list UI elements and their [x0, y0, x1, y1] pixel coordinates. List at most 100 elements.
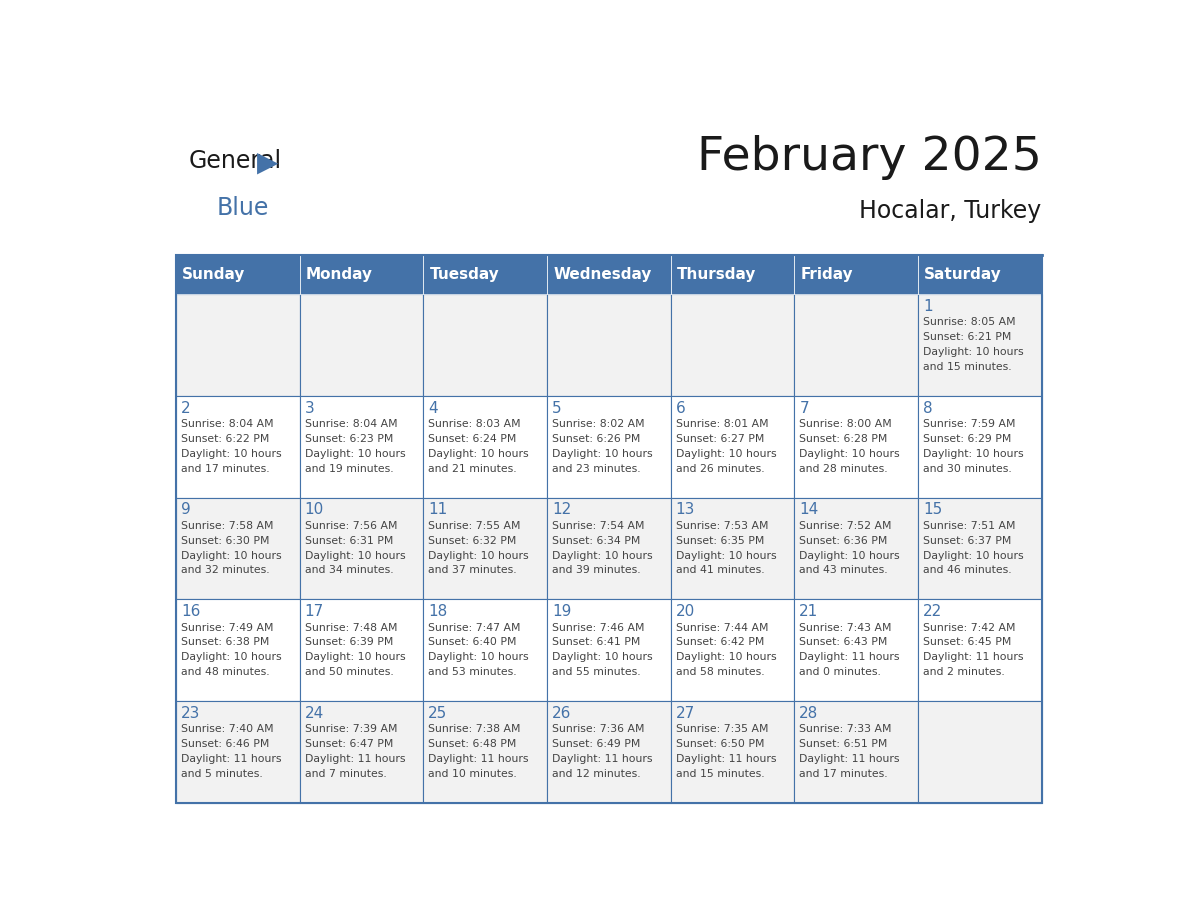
- Text: Daylight: 10 hours: Daylight: 10 hours: [429, 653, 529, 662]
- Text: Daylight: 10 hours: Daylight: 10 hours: [304, 653, 405, 662]
- Text: Sunset: 6:35 PM: Sunset: 6:35 PM: [676, 536, 764, 545]
- Text: Sunrise: 8:04 AM: Sunrise: 8:04 AM: [181, 419, 273, 429]
- Text: and 23 minutes.: and 23 minutes.: [552, 464, 640, 474]
- Text: 3: 3: [304, 400, 315, 416]
- Text: Daylight: 10 hours: Daylight: 10 hours: [304, 551, 405, 561]
- Text: Sunrise: 7:33 AM: Sunrise: 7:33 AM: [800, 724, 892, 734]
- Text: and 2 minutes.: and 2 minutes.: [923, 667, 1005, 677]
- FancyBboxPatch shape: [546, 396, 671, 498]
- FancyBboxPatch shape: [176, 498, 299, 599]
- Text: 11: 11: [429, 502, 448, 518]
- FancyBboxPatch shape: [299, 701, 423, 803]
- Text: Wednesday: Wednesday: [554, 267, 651, 282]
- Text: Sunset: 6:24 PM: Sunset: 6:24 PM: [429, 434, 517, 444]
- Text: Sunset: 6:48 PM: Sunset: 6:48 PM: [429, 739, 517, 749]
- Text: Sunset: 6:41 PM: Sunset: 6:41 PM: [552, 637, 640, 647]
- Text: Sunrise: 7:39 AM: Sunrise: 7:39 AM: [304, 724, 397, 734]
- Text: 13: 13: [676, 502, 695, 518]
- Text: Daylight: 10 hours: Daylight: 10 hours: [552, 551, 652, 561]
- Text: Hocalar, Turkey: Hocalar, Turkey: [859, 198, 1042, 222]
- FancyBboxPatch shape: [918, 294, 1042, 396]
- Text: 15: 15: [923, 502, 942, 518]
- Text: 10: 10: [304, 502, 324, 518]
- FancyBboxPatch shape: [671, 701, 795, 803]
- FancyBboxPatch shape: [546, 498, 671, 599]
- Text: Sunset: 6:26 PM: Sunset: 6:26 PM: [552, 434, 640, 444]
- Text: Blue: Blue: [216, 196, 268, 220]
- FancyBboxPatch shape: [299, 498, 423, 599]
- Text: and 28 minutes.: and 28 minutes.: [800, 464, 887, 474]
- FancyBboxPatch shape: [176, 396, 299, 498]
- Text: 12: 12: [552, 502, 571, 518]
- Text: Sunset: 6:51 PM: Sunset: 6:51 PM: [800, 739, 887, 749]
- Text: Daylight: 10 hours: Daylight: 10 hours: [676, 653, 776, 662]
- Text: 18: 18: [429, 604, 448, 620]
- Text: Sunset: 6:39 PM: Sunset: 6:39 PM: [304, 637, 393, 647]
- FancyBboxPatch shape: [918, 599, 1042, 701]
- Text: 23: 23: [181, 706, 201, 721]
- FancyBboxPatch shape: [671, 255, 795, 294]
- Text: 9: 9: [181, 502, 191, 518]
- Text: 1: 1: [923, 299, 933, 314]
- Text: and 15 minutes.: and 15 minutes.: [676, 769, 764, 779]
- FancyBboxPatch shape: [176, 599, 299, 701]
- Text: and 15 minutes.: and 15 minutes.: [923, 362, 1011, 372]
- FancyBboxPatch shape: [546, 599, 671, 701]
- Text: 6: 6: [676, 400, 685, 416]
- FancyBboxPatch shape: [423, 396, 546, 498]
- Text: 28: 28: [800, 706, 819, 721]
- FancyBboxPatch shape: [671, 396, 795, 498]
- Text: Sunrise: 7:46 AM: Sunrise: 7:46 AM: [552, 622, 644, 633]
- Text: Sunrise: 7:40 AM: Sunrise: 7:40 AM: [181, 724, 273, 734]
- Text: and 21 minutes.: and 21 minutes.: [429, 464, 517, 474]
- FancyBboxPatch shape: [299, 396, 423, 498]
- Text: Sunrise: 8:03 AM: Sunrise: 8:03 AM: [429, 419, 522, 429]
- Text: Sunset: 6:40 PM: Sunset: 6:40 PM: [429, 637, 517, 647]
- FancyBboxPatch shape: [423, 255, 546, 294]
- Text: and 55 minutes.: and 55 minutes.: [552, 667, 640, 677]
- Text: and 10 minutes.: and 10 minutes.: [429, 769, 517, 779]
- Text: and 12 minutes.: and 12 minutes.: [552, 769, 640, 779]
- FancyBboxPatch shape: [795, 701, 918, 803]
- Text: and 34 minutes.: and 34 minutes.: [304, 565, 393, 576]
- Text: Sunset: 6:45 PM: Sunset: 6:45 PM: [923, 637, 1011, 647]
- Text: Sunset: 6:43 PM: Sunset: 6:43 PM: [800, 637, 887, 647]
- Text: 19: 19: [552, 604, 571, 620]
- FancyBboxPatch shape: [918, 255, 1042, 294]
- Text: Thursday: Thursday: [677, 267, 757, 282]
- Text: Sunset: 6:21 PM: Sunset: 6:21 PM: [923, 332, 1011, 342]
- Text: Sunrise: 7:59 AM: Sunrise: 7:59 AM: [923, 419, 1016, 429]
- Text: Friday: Friday: [801, 267, 853, 282]
- Text: February 2025: February 2025: [696, 135, 1042, 180]
- Text: Sunset: 6:42 PM: Sunset: 6:42 PM: [676, 637, 764, 647]
- Text: and 30 minutes.: and 30 minutes.: [923, 464, 1012, 474]
- Text: 26: 26: [552, 706, 571, 721]
- Text: Daylight: 11 hours: Daylight: 11 hours: [181, 754, 282, 764]
- Text: Saturday: Saturday: [924, 267, 1001, 282]
- Text: Sunset: 6:23 PM: Sunset: 6:23 PM: [304, 434, 393, 444]
- Text: Sunset: 6:22 PM: Sunset: 6:22 PM: [181, 434, 270, 444]
- Text: Sunrise: 7:55 AM: Sunrise: 7:55 AM: [429, 521, 520, 531]
- FancyBboxPatch shape: [671, 294, 795, 396]
- Text: Sunrise: 8:00 AM: Sunrise: 8:00 AM: [800, 419, 892, 429]
- Text: Daylight: 11 hours: Daylight: 11 hours: [923, 653, 1023, 662]
- Text: Daylight: 10 hours: Daylight: 10 hours: [181, 653, 282, 662]
- FancyBboxPatch shape: [795, 498, 918, 599]
- Text: Sunrise: 7:47 AM: Sunrise: 7:47 AM: [429, 622, 520, 633]
- FancyBboxPatch shape: [423, 599, 546, 701]
- Text: and 0 minutes.: and 0 minutes.: [800, 667, 881, 677]
- Text: Sunrise: 7:35 AM: Sunrise: 7:35 AM: [676, 724, 769, 734]
- Text: and 5 minutes.: and 5 minutes.: [181, 769, 263, 779]
- Text: Sunset: 6:32 PM: Sunset: 6:32 PM: [429, 536, 517, 545]
- Text: Sunrise: 8:02 AM: Sunrise: 8:02 AM: [552, 419, 645, 429]
- Text: Sunset: 6:47 PM: Sunset: 6:47 PM: [304, 739, 393, 749]
- Text: General: General: [189, 149, 282, 173]
- FancyBboxPatch shape: [795, 599, 918, 701]
- Text: Sunrise: 7:58 AM: Sunrise: 7:58 AM: [181, 521, 273, 531]
- FancyBboxPatch shape: [918, 396, 1042, 498]
- Text: and 43 minutes.: and 43 minutes.: [800, 565, 887, 576]
- Text: Sunset: 6:29 PM: Sunset: 6:29 PM: [923, 434, 1011, 444]
- FancyBboxPatch shape: [176, 701, 299, 803]
- Text: Daylight: 10 hours: Daylight: 10 hours: [923, 449, 1024, 459]
- Text: 22: 22: [923, 604, 942, 620]
